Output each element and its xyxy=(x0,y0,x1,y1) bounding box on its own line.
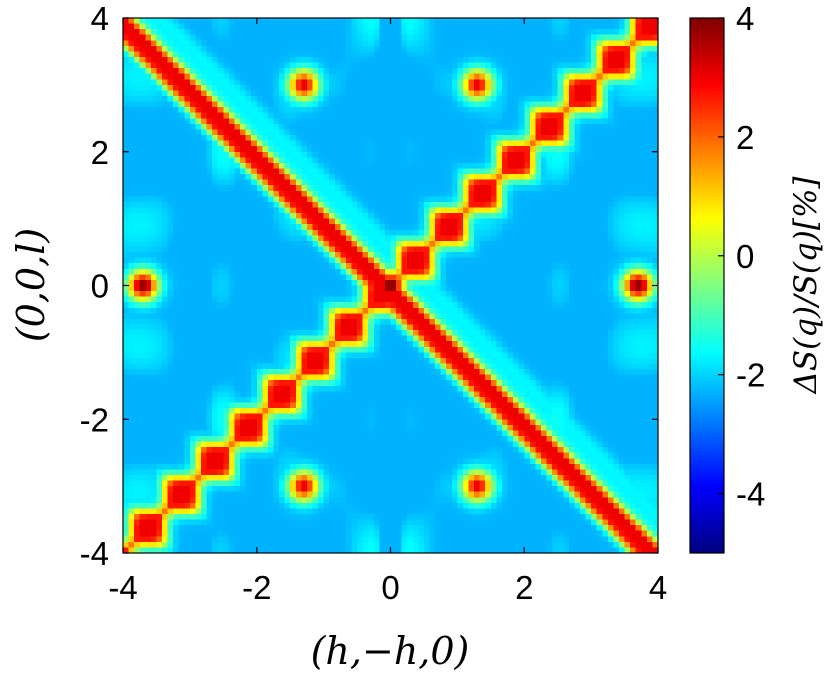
colorbar-tick-label: -4 xyxy=(736,476,765,513)
heatmap-image xyxy=(123,18,658,553)
colorbar-tick-label: 4 xyxy=(736,0,754,37)
colorbar: 4 2 0 -2 -4 xyxy=(689,0,765,554)
y-tick-label: -4 xyxy=(80,535,109,572)
x-tick-label: 2 xyxy=(515,569,533,606)
colorbar-gradient xyxy=(690,18,724,553)
y-tick-label: 4 xyxy=(91,0,109,37)
heatmap xyxy=(123,18,658,553)
colorbar-ticks: 4 2 0 -2 -4 xyxy=(718,0,765,513)
colorbar-tick-label: -2 xyxy=(736,357,765,394)
y-tick-label: 0 xyxy=(91,268,109,305)
colorbar-frame xyxy=(689,17,725,554)
x-axis: -4 -2 0 2 4 xyxy=(108,18,667,606)
x-axis-label: (h,−h,0) xyxy=(311,629,470,673)
x-tick-label: -2 xyxy=(242,569,271,606)
y-tick-label: 2 xyxy=(91,134,109,171)
x-tick-label: -4 xyxy=(108,569,137,606)
y-axis-label: (0,0,l) xyxy=(9,228,53,342)
colorbar-tick-label: 2 xyxy=(736,119,754,156)
colorbar-label: ΔS(q)/S(q)[%] xyxy=(788,176,824,395)
colorbar-tick-label: 0 xyxy=(736,238,754,275)
x-tick-label: 0 xyxy=(381,569,399,606)
y-tick-label: -2 xyxy=(80,401,109,438)
x-tick-label: 4 xyxy=(649,569,667,606)
y-axis: 4 2 0 -2 -4 xyxy=(80,0,658,572)
